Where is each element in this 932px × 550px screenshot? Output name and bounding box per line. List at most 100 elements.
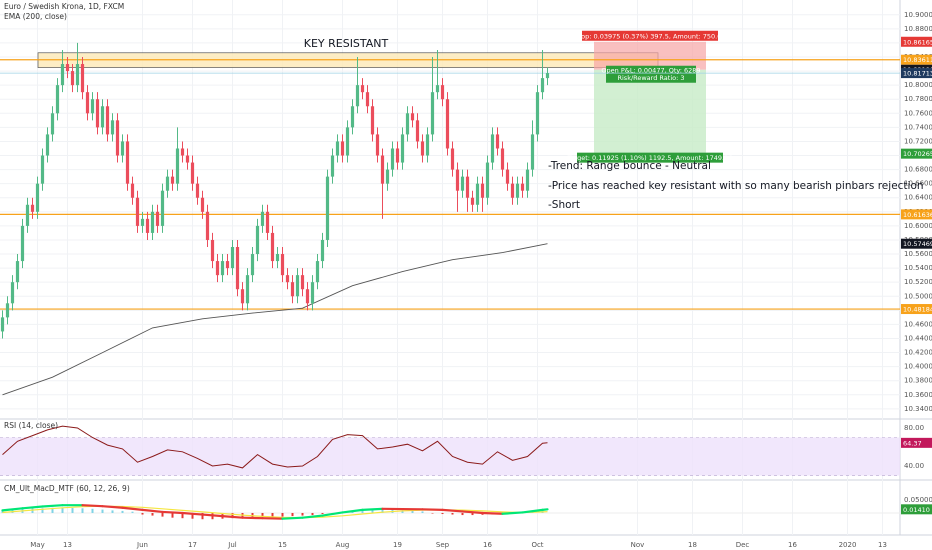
y-tick-label: 10.76000 bbox=[904, 109, 932, 117]
histogram-bar bbox=[421, 511, 424, 513]
last-price-label-bg bbox=[901, 68, 932, 79]
candle-body bbox=[115, 120, 120, 156]
histogram-bar bbox=[31, 508, 34, 513]
x-tick-label: Aug bbox=[336, 541, 350, 549]
candle-body bbox=[285, 275, 290, 283]
level-label: 10.83611 bbox=[903, 56, 932, 64]
candle-body bbox=[405, 113, 410, 135]
candle-body bbox=[450, 148, 455, 170]
macd-segment bbox=[521, 508, 544, 514]
candle-body bbox=[315, 261, 320, 283]
macd-segment bbox=[541, 508, 549, 511]
candle-body bbox=[310, 282, 315, 304]
candle-body bbox=[340, 141, 345, 156]
candle-body bbox=[365, 92, 370, 107]
candle-body bbox=[100, 106, 105, 128]
candle-body bbox=[470, 197, 475, 205]
candle-body bbox=[360, 85, 365, 93]
histogram-bar bbox=[81, 508, 84, 513]
histogram-bar bbox=[191, 512, 194, 519]
candle-body bbox=[525, 169, 530, 191]
candle-body bbox=[140, 218, 145, 226]
candle-body bbox=[280, 254, 285, 276]
candle-body bbox=[65, 64, 70, 72]
candle-body bbox=[400, 134, 405, 163]
candle-body bbox=[235, 247, 240, 290]
y-tick-label: 10.42000 bbox=[904, 349, 932, 357]
macd-segment bbox=[221, 515, 244, 519]
macd-segment bbox=[441, 508, 464, 513]
y-tick-label: 10.64000 bbox=[904, 194, 932, 202]
candle-body bbox=[245, 275, 250, 304]
position-label: Stop: 0.03975 (0.37%) 397.5, Amount: 750… bbox=[574, 32, 725, 40]
histogram-bar bbox=[131, 511, 134, 513]
candle-body bbox=[210, 239, 215, 262]
y-tick-label: 0.05000 bbox=[904, 496, 932, 504]
candle-body bbox=[40, 155, 45, 184]
candle-body bbox=[420, 141, 425, 156]
candle-body bbox=[70, 71, 75, 86]
y-tick-label: 80.00 bbox=[904, 424, 924, 432]
rsi-last-label-bg bbox=[901, 437, 932, 448]
candle-body bbox=[435, 85, 440, 93]
ema-line bbox=[2, 243, 548, 396]
histogram-bar bbox=[401, 510, 404, 513]
candle-body bbox=[0, 317, 5, 332]
y-tick-label: 10.34000 bbox=[904, 405, 932, 413]
candle-body bbox=[335, 141, 340, 156]
candle-body bbox=[515, 183, 520, 198]
candle-body bbox=[220, 261, 225, 276]
y-tick-label: 10.74000 bbox=[904, 123, 932, 131]
indicator-title: EMA (200, close) bbox=[4, 12, 67, 21]
candle-body bbox=[520, 183, 525, 191]
candle-body bbox=[320, 239, 325, 262]
candle-body bbox=[110, 120, 115, 135]
x-tick-label: Jul bbox=[227, 541, 237, 549]
position-label-bg bbox=[606, 65, 696, 83]
candle-body bbox=[370, 106, 375, 135]
histogram-bar bbox=[441, 512, 444, 515]
y-tick-label: 10.60000 bbox=[904, 222, 932, 230]
macd-segment bbox=[181, 511, 204, 516]
histogram-bar bbox=[181, 512, 184, 519]
candle-body bbox=[5, 303, 10, 318]
candle-body bbox=[540, 78, 545, 93]
macd-segment bbox=[1, 507, 24, 512]
macd-segment bbox=[41, 504, 64, 508]
y-tick-label: 40.00 bbox=[904, 462, 924, 470]
macd-segment bbox=[241, 516, 264, 520]
candle-body bbox=[55, 85, 60, 114]
target-price-label-bg bbox=[901, 148, 932, 159]
y-tick-label: 10.78000 bbox=[904, 95, 932, 103]
candle-body bbox=[385, 169, 390, 184]
candle-body bbox=[505, 169, 510, 184]
histogram-bar bbox=[261, 512, 264, 518]
macd-last-label: 0.01410 bbox=[903, 506, 930, 514]
candle-body bbox=[25, 204, 30, 226]
candle-body bbox=[380, 155, 385, 184]
candle-body bbox=[460, 176, 465, 191]
candle-body bbox=[240, 289, 245, 304]
macd-last-label-bg bbox=[901, 504, 932, 515]
x-tick-label: Oct bbox=[531, 541, 543, 549]
candle-body bbox=[350, 106, 355, 128]
macd-segment bbox=[481, 511, 504, 515]
candle-body bbox=[425, 134, 430, 156]
y-tick-label: 10.88000 bbox=[904, 25, 932, 33]
macd-segment bbox=[121, 506, 144, 511]
candle-body bbox=[250, 254, 255, 276]
candle-body bbox=[345, 127, 350, 156]
y-tick-label: 10.56000 bbox=[904, 250, 932, 258]
macd-segment bbox=[261, 517, 284, 520]
candle-body bbox=[275, 254, 280, 262]
histogram-bar bbox=[141, 512, 144, 515]
candle-body bbox=[500, 148, 505, 170]
x-tick-label: Nov bbox=[631, 541, 645, 549]
histogram-bar bbox=[101, 509, 104, 513]
macd-segment bbox=[161, 510, 184, 515]
note: -Short bbox=[548, 199, 580, 211]
target-zone bbox=[594, 69, 706, 154]
candle-body bbox=[445, 99, 450, 149]
histogram-bar bbox=[361, 509, 364, 513]
candle-body bbox=[95, 99, 100, 128]
